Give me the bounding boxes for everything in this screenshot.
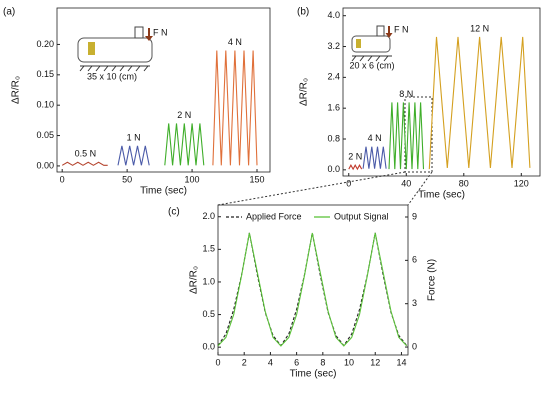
plot-frame (342, 7, 541, 177)
series-label: 8 N (399, 89, 413, 99)
legend-label: Output Signal (334, 211, 389, 221)
series-label: 2 N (348, 152, 362, 162)
y-axis-title: ΔR/R₀ (299, 78, 310, 106)
x-tick-label: 40 (401, 178, 411, 188)
series-label: 0.5 N (75, 149, 97, 159)
y2-tick-label: 9 (412, 211, 417, 221)
series-label: 2 N (177, 110, 191, 120)
y-tick-label: 2.4 (327, 72, 340, 82)
y-tick-label: 0.20 (36, 39, 54, 49)
panel-label: (c) (168, 207, 180, 218)
hatch (351, 55, 389, 62)
series-line (217, 232, 408, 347)
y-tick-label: 0.00 (36, 160, 54, 170)
y-tick-label: 1.6 (327, 103, 340, 113)
x-tick-label: 8 (320, 357, 325, 367)
y-tick-label: 1.5 (202, 244, 215, 254)
probe (134, 26, 144, 39)
y-axis-title: ΔR/R₀ (11, 76, 22, 104)
panel-label: (b) (297, 7, 309, 18)
plot-frame (56, 7, 271, 173)
series-label: 4 N (368, 133, 382, 143)
force-arrow (385, 26, 393, 38)
y2-tick-label: 3 (412, 298, 417, 308)
series-label: 1 N (127, 132, 141, 142)
x-tick-label: 120 (514, 178, 529, 188)
y2-tick-label: 6 (412, 255, 417, 265)
force-arrow (145, 28, 153, 41)
plot-frame (217, 204, 409, 356)
x-tick-label: 80 (459, 178, 469, 188)
y-tick-label: 0.5 (202, 309, 215, 319)
x-tick-label: 0 (215, 357, 220, 367)
x-tick-label: 10 (344, 357, 354, 367)
y2-tick-label: 0 (412, 341, 417, 351)
sensor (88, 42, 95, 55)
series-label: 12 N (470, 23, 489, 33)
series-line (61, 161, 108, 166)
x-axis-title: Time (sec) (140, 186, 187, 197)
sensor (356, 39, 361, 48)
x-tick-label: 14 (396, 357, 406, 367)
x-tick-label: 2 (242, 357, 247, 367)
inset-force: F N (394, 24, 409, 34)
zoom-connector (217, 171, 406, 206)
series-line (164, 123, 205, 166)
y-tick-label: 0.05 (36, 130, 54, 140)
x-axis-title: Time (sec) (290, 369, 337, 380)
hatch (79, 65, 149, 72)
y-tick-label: 0.10 (36, 100, 54, 110)
y-tick-label: 1.0 (202, 276, 215, 286)
series-line (362, 146, 387, 169)
y-tick-label: 0.8 (327, 133, 340, 143)
series-line (428, 36, 531, 170)
zoom-connector (407, 171, 433, 206)
y-tick-label: 4.0 (327, 10, 340, 20)
x-tick-label: 12 (370, 357, 380, 367)
y-tick-label: 0.15 (36, 69, 54, 79)
legend-label: Applied Force (246, 211, 302, 221)
probe (376, 25, 385, 37)
x-tick-label: 150 (249, 174, 264, 184)
inset-a (77, 26, 153, 72)
x-tick-label: 100 (185, 174, 200, 184)
inset-b (351, 25, 393, 62)
inset-force: F N (153, 27, 168, 37)
x-tick-label: 4 (268, 357, 273, 367)
zoom-box (404, 96, 433, 173)
series-line (348, 164, 363, 171)
y-tick-label: 0.0 (202, 342, 215, 352)
y2-axis-title: Force (N) (427, 259, 438, 301)
y-axis-title: ΔR/R₀ (189, 266, 200, 294)
series-label: 4 N (228, 37, 242, 47)
series-line (388, 102, 425, 170)
x-tick-label: 0 (346, 178, 351, 188)
x-tick-label: 50 (122, 174, 132, 184)
x-tick-label: 0 (60, 174, 65, 184)
series-line (117, 145, 150, 166)
inset-size: 35 x 10 (cm) (87, 71, 137, 81)
y-tick-label: 2.0 (202, 211, 215, 221)
y-tick-label: 0.0 (327, 164, 340, 174)
y-tick-label: 3.2 (327, 41, 340, 51)
series-line (212, 50, 258, 166)
x-tick-label: 6 (294, 357, 299, 367)
x-axis-title: Time (sec) (418, 190, 465, 201)
beam (77, 37, 153, 63)
beam (351, 35, 391, 53)
panel-label: (a) (3, 7, 15, 18)
inset-size: 20 x 6 (cm) (349, 60, 394, 70)
